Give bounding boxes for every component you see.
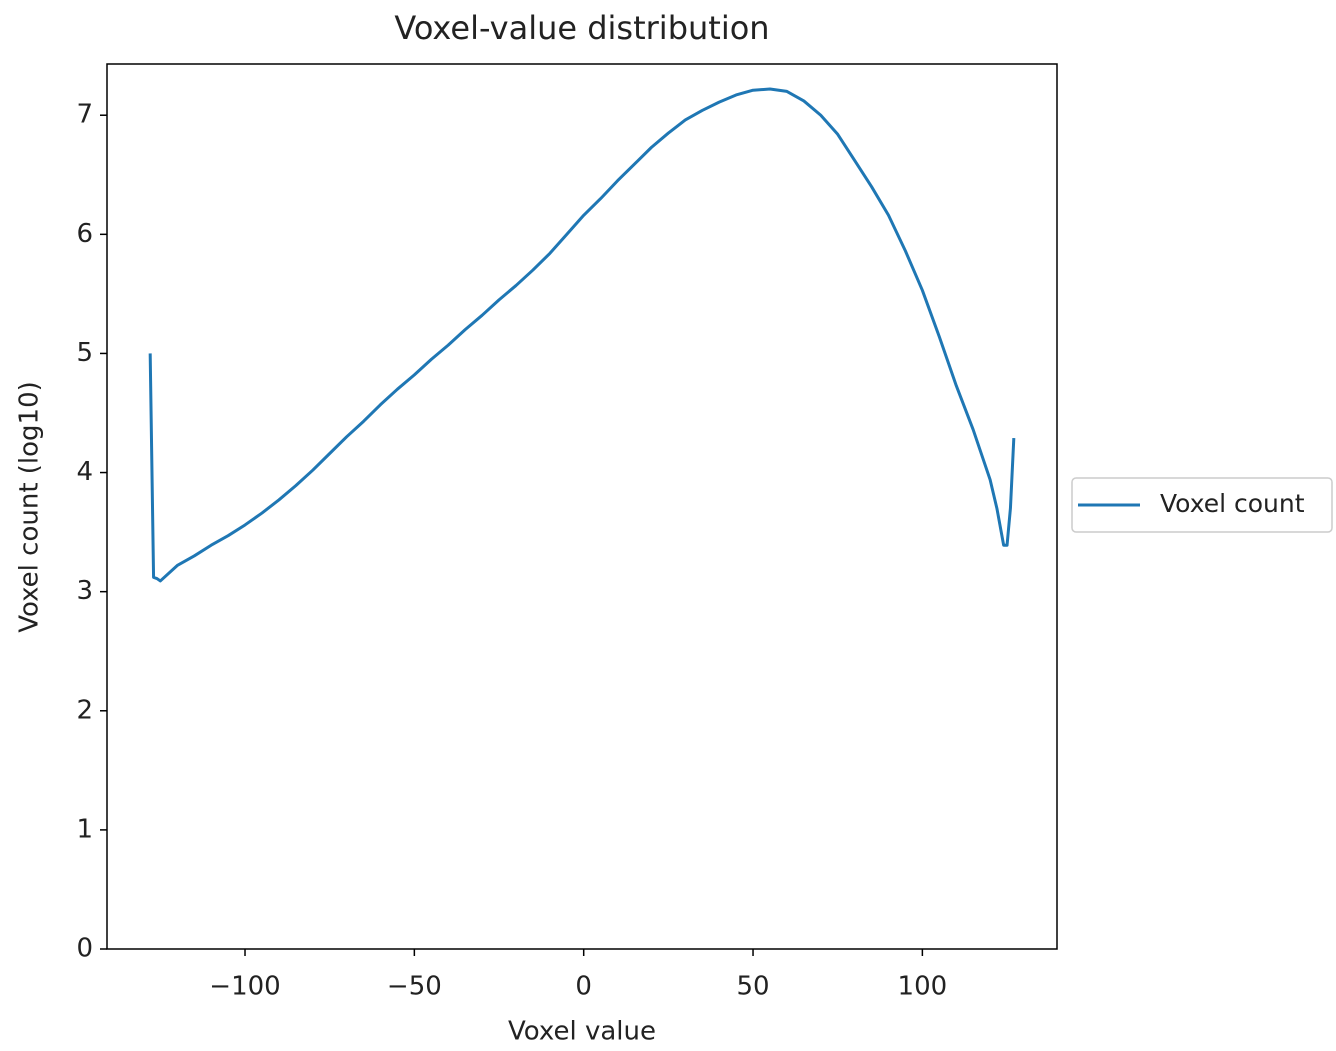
y-tick-label: 1 — [76, 814, 93, 844]
data-line — [148, 87, 1016, 583]
legend-label: Voxel count — [1160, 489, 1305, 518]
y-tick-label: 5 — [76, 338, 93, 368]
x-tick-label: −100 — [209, 972, 280, 1002]
y-tick-label: 7 — [76, 100, 93, 130]
y-tick-label: 4 — [76, 457, 93, 487]
axes-frame — [106, 63, 1058, 950]
y-tick-label: 3 — [76, 576, 93, 606]
y-axis-label: Voxel count (log10) — [15, 381, 45, 633]
y-tick-label: 2 — [76, 695, 93, 725]
y-tick-label: 0 — [76, 934, 93, 964]
x-tick-label: 100 — [898, 972, 948, 1002]
y-tick-label: 6 — [76, 219, 93, 249]
x-axis-label: Voxel value — [508, 1017, 656, 1047]
x-tick-label: 50 — [736, 972, 769, 1002]
x-tick-label: −50 — [387, 972, 442, 1002]
legend-box — [1071, 477, 1333, 533]
chart-title: Voxel-value distribution — [394, 9, 769, 47]
x-tick-label: 0 — [575, 972, 592, 1002]
